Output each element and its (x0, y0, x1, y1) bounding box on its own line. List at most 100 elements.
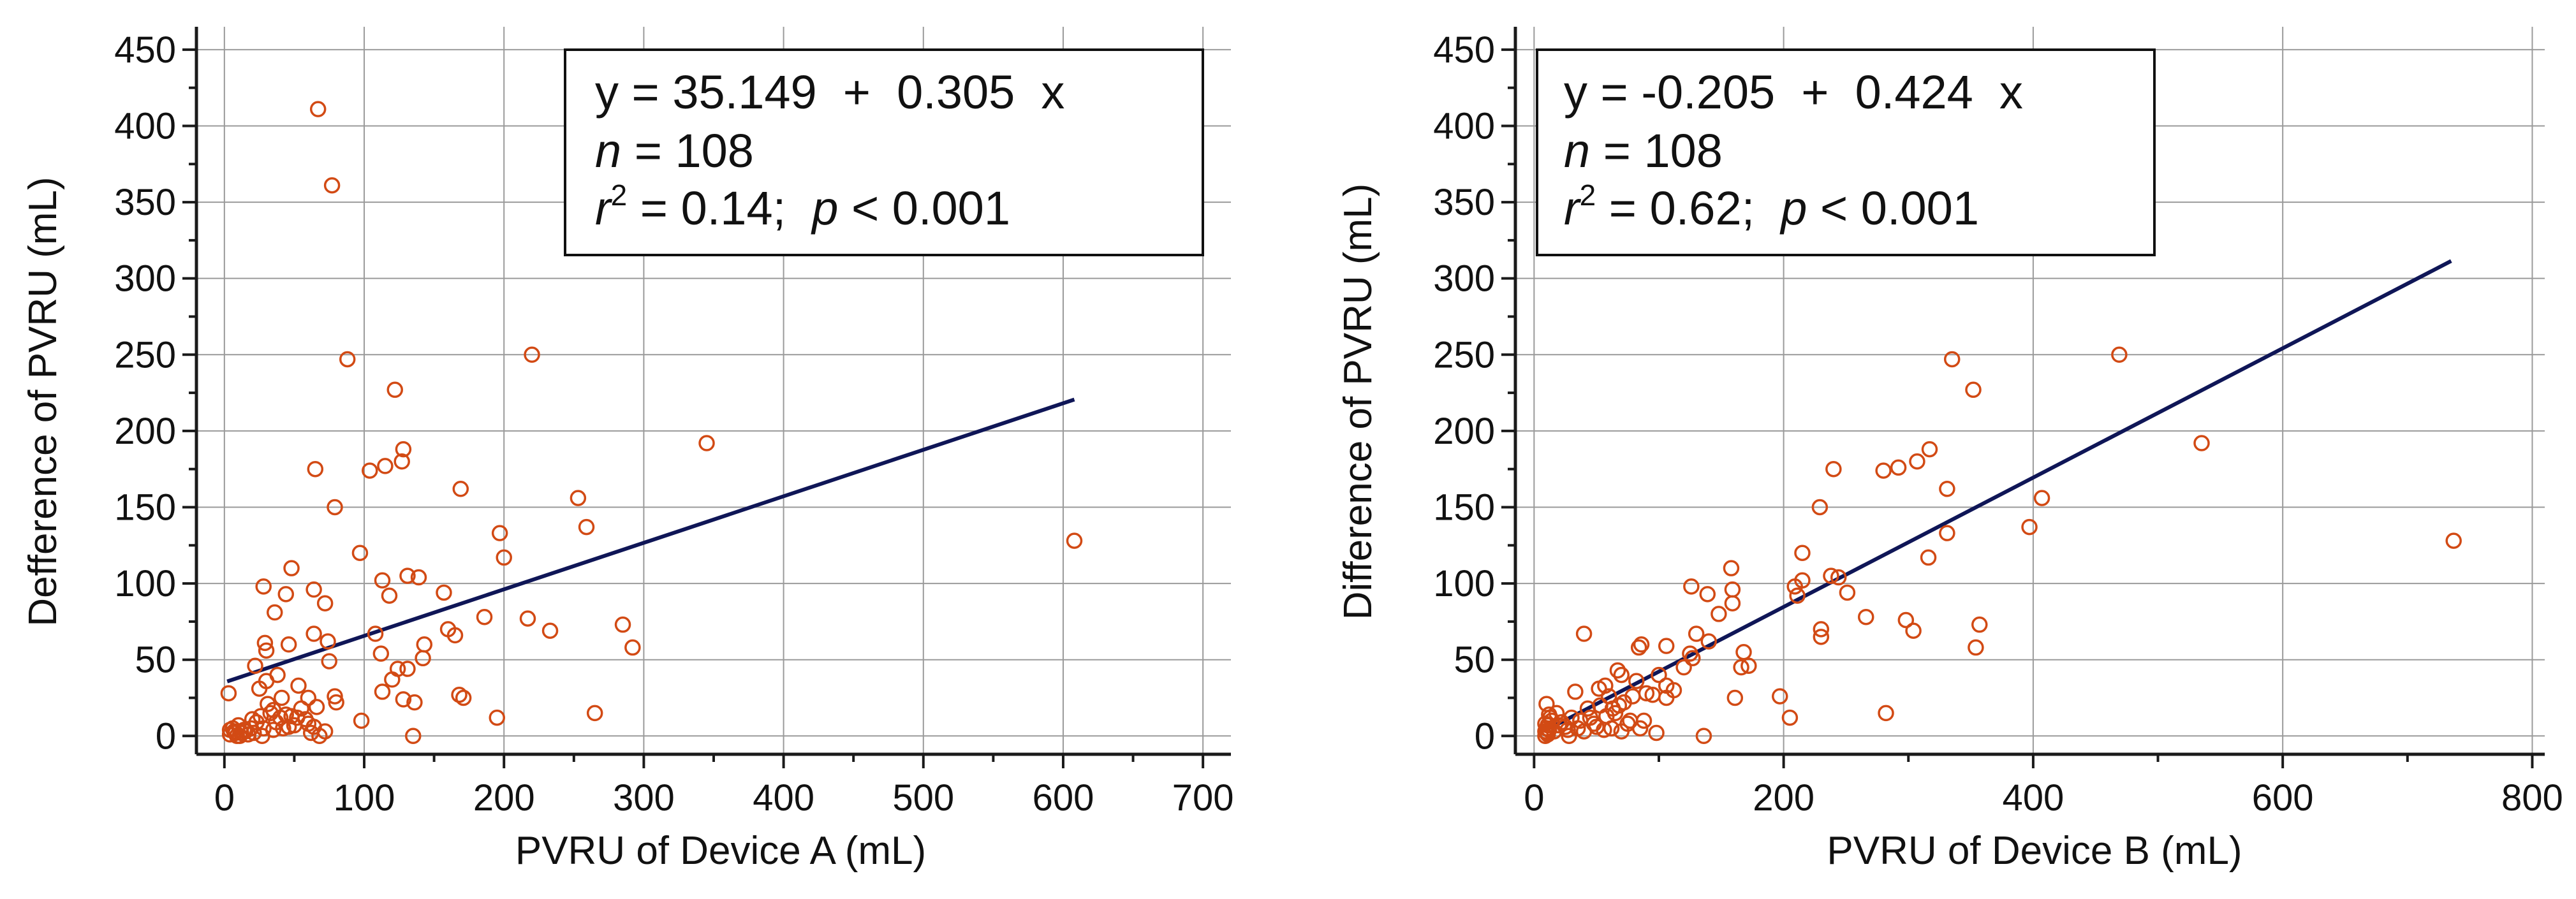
data-point (293, 700, 310, 717)
y-tick-label: 200 (1433, 411, 1495, 452)
x-tick-label: 100 (334, 777, 395, 819)
data-point (1597, 677, 1614, 694)
data-point (399, 567, 416, 584)
data-point (273, 689, 290, 706)
data-point (220, 685, 237, 702)
data-point (1890, 459, 1907, 476)
data-point (386, 381, 403, 398)
data-point (320, 633, 336, 650)
y-tick-label: 450 (114, 29, 176, 71)
data-point (1622, 712, 1638, 729)
data-point (328, 694, 344, 711)
data-point (1724, 581, 1741, 598)
data-point (1811, 499, 1829, 516)
data-point (283, 560, 300, 576)
data-point (1726, 689, 1744, 706)
data-point (446, 627, 464, 644)
scatter-panel-device-a: 0 100 200 300 400 500 600 700 0 50 100 150 200 250 300… (21, 27, 1234, 873)
regression-annotation: y = -0.205 + 0.424 x n = 108 r2 = 0.62; … (1536, 48, 2156, 256)
data-point (311, 727, 328, 745)
data-point (1939, 481, 1955, 497)
data-point (1688, 625, 1705, 642)
data-point (1839, 584, 1856, 601)
data-point (1631, 720, 1649, 737)
data-point (1675, 659, 1692, 676)
data-point (2445, 532, 2462, 549)
x-tick-label: 200 (1753, 777, 1814, 819)
y-tick-label: 50 (135, 640, 176, 681)
data-point (305, 625, 322, 642)
y-tick-label: 250 (1433, 334, 1495, 376)
data-point (1700, 633, 1717, 650)
x-tick-label: 300 (613, 777, 675, 819)
data-point (2033, 490, 2050, 506)
annotation-p-value: < 0.001 (838, 182, 1010, 235)
data-point (1813, 629, 1830, 645)
data-point (327, 499, 343, 516)
data-point (1616, 694, 1632, 711)
data-point (570, 490, 587, 506)
y-tick-label: 0 (1475, 715, 1495, 757)
data-point (258, 642, 275, 659)
x-tick-label: 700 (1172, 777, 1234, 819)
data-point (2193, 435, 2210, 451)
data-point (1920, 549, 1937, 566)
data-point (1786, 578, 1803, 595)
data-point (1609, 662, 1626, 679)
data-point (1644, 686, 1661, 703)
data-point (452, 481, 469, 497)
data-point (1781, 709, 1799, 726)
data-point (578, 518, 595, 536)
data-point (302, 724, 320, 742)
x-axis-label: PVRU of Device A (mL) (515, 829, 926, 873)
data-point (353, 712, 370, 729)
data-point (451, 686, 467, 703)
annotation-n-value: = 108 (635, 124, 754, 177)
data-point (1658, 638, 1675, 654)
y-tick-label: 50 (1454, 640, 1495, 681)
data-point (1771, 688, 1788, 705)
data-point (524, 346, 540, 363)
annotation-box (564, 48, 1204, 256)
data-point (253, 708, 269, 724)
annotation-n-value: = 108 (1603, 124, 1723, 177)
data-point (1695, 727, 1712, 745)
annotation-p-symbol: p (1779, 182, 1807, 235)
data-point (1665, 682, 1682, 699)
data-point (374, 683, 391, 700)
annotation-p-symbol: p (811, 182, 838, 235)
data-point (1897, 611, 1915, 629)
data-point (1613, 666, 1630, 683)
data-point (316, 595, 334, 611)
data-point (1878, 705, 1894, 722)
data-point (260, 696, 276, 712)
data-point (308, 699, 325, 715)
data-point (1575, 723, 1593, 740)
annotation-box (1536, 48, 2156, 256)
data-point (1965, 381, 1982, 398)
annotation-n-symbol: n (1564, 124, 1590, 177)
regression-annotation: y = 35.149 + 0.305 x n = 108 r2 = 0.14; … (564, 48, 1204, 256)
annotation-equation: y = -0.205 + 0.424 x (1564, 66, 2023, 119)
data-point (395, 691, 412, 708)
data-point (1548, 705, 1565, 722)
data-point (404, 727, 422, 745)
data-point (1603, 720, 1620, 737)
annotation-r-superscript: 2 (1580, 179, 1596, 212)
x-tick-label: 600 (1033, 777, 1094, 819)
data-point (1575, 625, 1593, 642)
data-point (362, 462, 378, 479)
y-axis-label: Difference of PVRU (mL) (1336, 184, 1380, 620)
data-point (1741, 657, 1757, 675)
data-point (1711, 606, 1727, 622)
data-point (1971, 616, 1988, 633)
y-tick-label: 300 (1433, 258, 1495, 300)
annotation-r2-value: = 0.14; (627, 182, 812, 235)
data-point (297, 711, 314, 727)
data-point (305, 581, 322, 598)
data-point (251, 680, 268, 697)
x-tick-label: 400 (753, 777, 814, 819)
data-point (339, 351, 356, 368)
data-point (377, 458, 394, 474)
data-point (374, 572, 391, 589)
